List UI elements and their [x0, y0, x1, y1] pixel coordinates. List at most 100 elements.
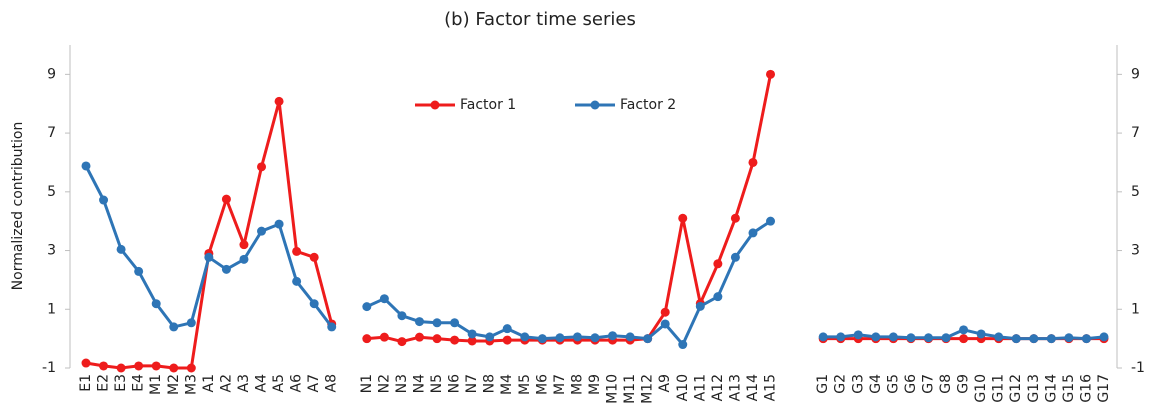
x-tick-label: M6: [534, 374, 550, 395]
data-point: [274, 96, 284, 106]
y2-tick-label: 5: [1131, 184, 1140, 200]
data-point: [713, 259, 723, 269]
data-point: [520, 332, 530, 342]
x-tick-label: N2: [376, 374, 392, 393]
data-point: [766, 216, 776, 226]
x-tick-label: N8: [482, 374, 498, 393]
x-tick-label: A4: [254, 374, 270, 393]
data-point: [994, 332, 1004, 342]
x-tick-label: E4: [131, 374, 147, 392]
data-point: [976, 329, 986, 339]
data-point: [379, 332, 389, 342]
x-tick-label: A15: [763, 374, 779, 401]
data-point: [1046, 334, 1056, 344]
data-point: [450, 335, 460, 345]
data-point: [853, 330, 863, 340]
data-point: [590, 333, 600, 343]
x-tick-label: G2: [833, 374, 849, 394]
data-point: [239, 240, 249, 250]
data-point: [432, 334, 442, 344]
data-point: [239, 254, 249, 264]
data-point: [502, 335, 512, 345]
data-point: [485, 332, 495, 342]
data-point: [362, 334, 372, 344]
data-point: [169, 363, 179, 373]
x-tick-label: G13: [1026, 374, 1042, 403]
data-point: [678, 340, 688, 350]
data-point: [204, 252, 214, 262]
data-point: [818, 332, 828, 342]
x-tick-label: M3: [183, 374, 199, 395]
x-tick-label: M8: [569, 374, 585, 395]
legend-label: Factor 2: [620, 97, 676, 113]
y2-tick-label: 7: [1131, 125, 1140, 141]
x-tick-label: G3: [850, 374, 866, 394]
data-point: [292, 276, 302, 286]
x-tick-label: A11: [692, 374, 708, 401]
y-tick-label: 9: [47, 66, 56, 82]
x-tick-label: G8: [938, 374, 954, 394]
x-tick-label: E1: [78, 374, 94, 392]
x-tick-label: E2: [96, 374, 112, 392]
data-point: [274, 219, 284, 229]
x-tick-label: M7: [552, 374, 568, 395]
x-tick-label: N7: [464, 374, 480, 393]
data-point: [116, 363, 126, 373]
data-point: [379, 294, 389, 304]
data-point: [643, 334, 653, 344]
data-point: [836, 332, 846, 342]
data-point: [1011, 334, 1021, 344]
x-tick-label: A3: [236, 374, 252, 392]
x-tick-label: A12: [710, 374, 726, 401]
data-point: [713, 292, 723, 302]
x-tick-label: A8: [324, 374, 340, 392]
data-point: [81, 161, 91, 171]
data-point: [432, 318, 442, 328]
data-point: [186, 318, 196, 328]
x-tick-label: N5: [429, 374, 445, 393]
data-point: [923, 333, 933, 343]
data-point: [309, 299, 319, 309]
x-tick-label: G7: [920, 374, 936, 394]
data-point: [134, 266, 144, 276]
data-point: [414, 317, 424, 327]
x-tick-label: G16: [1078, 374, 1094, 403]
data-point: [450, 318, 460, 328]
x-tick-label: N4: [411, 374, 427, 393]
legend-marker: [430, 100, 440, 110]
y2-tick-label: 1: [1131, 301, 1140, 317]
legend-marker: [590, 100, 600, 110]
data-point: [467, 329, 477, 339]
y2-tick-label: 3: [1131, 243, 1140, 259]
x-tick-label: A10: [675, 374, 691, 401]
y-tick-label: 1: [47, 301, 56, 317]
data-point: [766, 69, 776, 79]
data-point: [678, 213, 688, 223]
data-point: [748, 157, 758, 167]
data-point: [186, 363, 196, 373]
x-tick-label: M4: [499, 374, 515, 395]
x-tick-label: M11: [622, 374, 638, 404]
x-tick-label: M9: [587, 374, 603, 395]
x-tick-label: N6: [447, 374, 463, 393]
y2-tick-label: 9: [1131, 66, 1140, 82]
data-point: [397, 337, 407, 347]
data-point: [748, 228, 758, 238]
y-tick-label: 7: [47, 125, 56, 141]
x-tick-label: G9: [956, 374, 972, 394]
data-point: [625, 332, 635, 342]
data-point: [906, 333, 916, 343]
data-point: [221, 264, 231, 274]
x-tick-label: M5: [517, 374, 533, 395]
x-tick-label: G17: [1096, 374, 1112, 403]
y-tick-label: 3: [47, 243, 56, 259]
x-tick-label: M1: [148, 374, 164, 395]
y-axis-label: Normalized contribution: [10, 122, 26, 291]
x-tick-label: M12: [640, 374, 656, 404]
x-tick-label: A5: [271, 374, 287, 392]
data-point: [555, 333, 565, 343]
x-tick-label: G14: [1043, 374, 1059, 403]
x-tick-label: G4: [868, 374, 884, 394]
data-point: [99, 361, 109, 371]
